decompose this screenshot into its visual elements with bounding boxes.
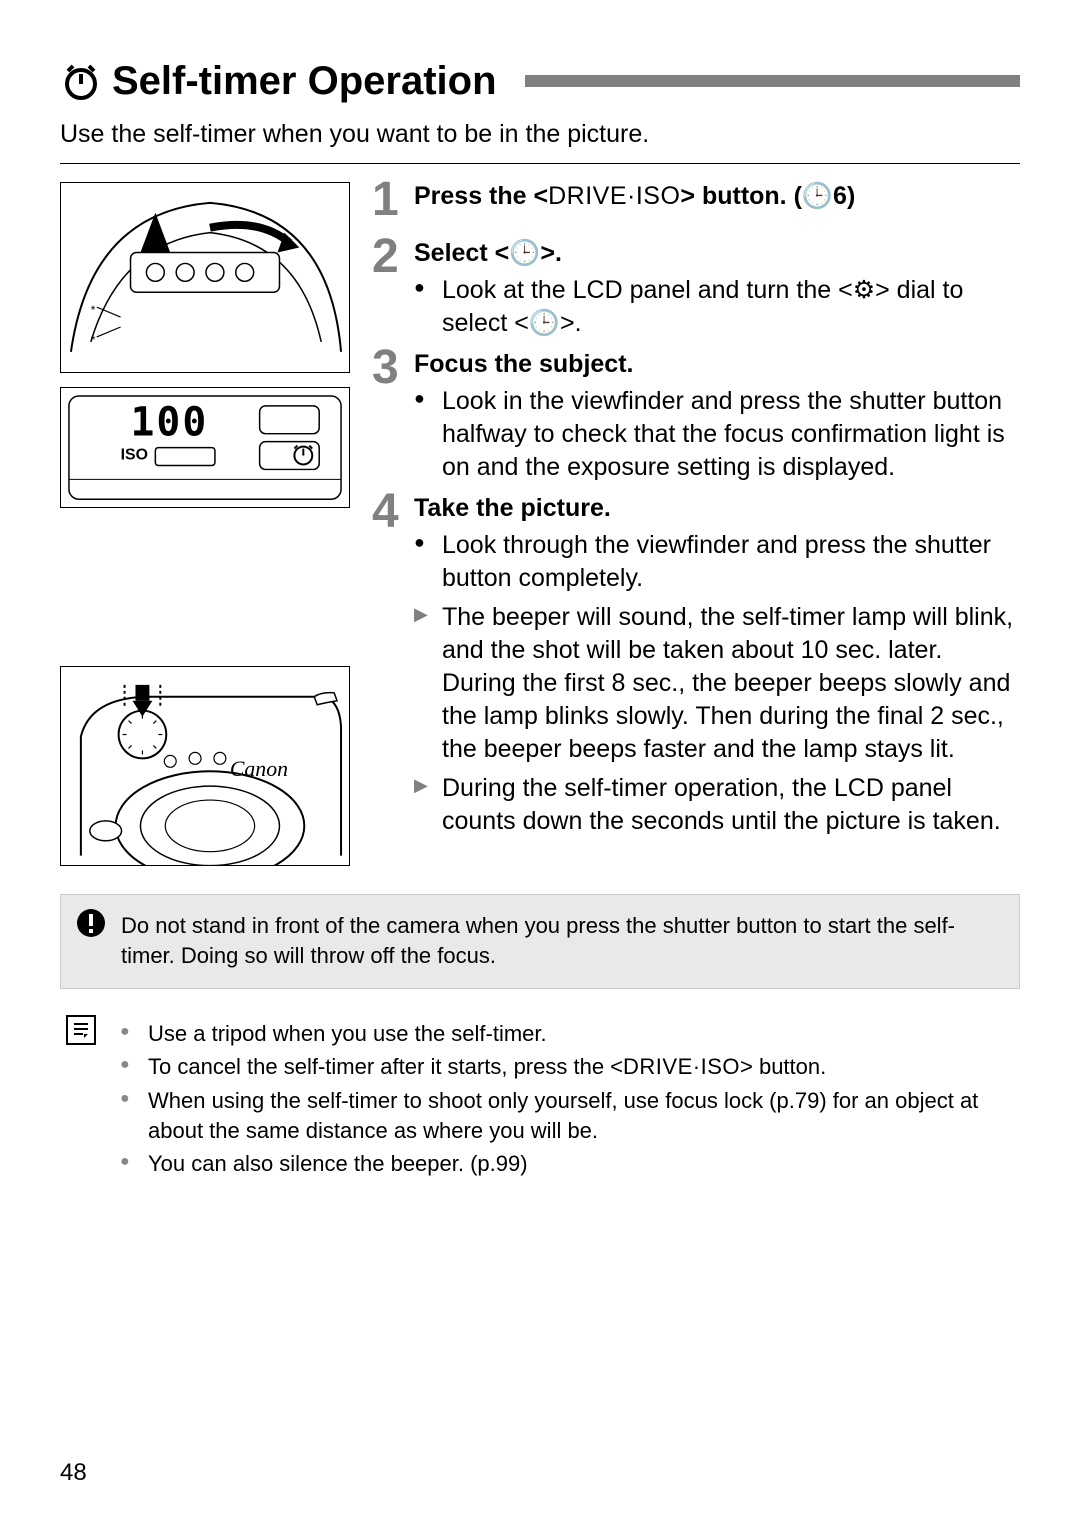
step-title: Press the <DRIVE·ISO> button. (🕒6) xyxy=(414,182,1020,211)
warning-icon xyxy=(75,907,107,939)
page: Self-timer Operation Use the self-timer … xyxy=(60,60,1020,1179)
step-number: 4 xyxy=(372,488,399,536)
list-item: Use a tripod when you use the self-timer… xyxy=(120,1019,1020,1049)
list-item: When using the self-timer to shoot only … xyxy=(120,1086,1020,1145)
self-timer-glyph: 🕒 xyxy=(509,239,540,267)
step-3-bullets: Look in the viewfinder and press the shu… xyxy=(414,385,1020,484)
bullet-text-a: Look at the LCD panel and turn the < xyxy=(442,276,853,304)
list-item: Look at the LCD panel and turn the <⚙> d… xyxy=(414,274,1020,340)
tip-text-a: To cancel the self-timer after it starts… xyxy=(148,1054,623,1079)
divider xyxy=(60,163,1020,164)
lcd-digits: 100 xyxy=(131,399,209,445)
drive-iso-label: DRIVE·ISO xyxy=(548,182,680,210)
tip-text-b: > button. xyxy=(740,1054,826,1079)
step-4: 4 Take the picture. Look through the vie… xyxy=(372,494,1020,838)
camera-top-illustration: * * xyxy=(60,182,350,373)
step-1-prefix: Press the < xyxy=(414,182,548,210)
spacer xyxy=(60,522,350,652)
tips-icon xyxy=(66,1015,96,1045)
page-number: 48 xyxy=(60,1459,87,1487)
list-item: Look through the viewfinder and press th… xyxy=(414,529,1020,595)
step-title: Select <🕒>. xyxy=(414,239,1020,268)
spacer xyxy=(372,221,1020,239)
title-bar xyxy=(525,75,1020,87)
step-2-suffix: >. xyxy=(540,239,562,267)
camera-press-illustration: Canon xyxy=(60,666,350,867)
drive-iso-label: DRIVE·ISO xyxy=(623,1054,740,1079)
bullet-text-c: >. xyxy=(560,309,582,337)
left-image-column: * * 100 ISO xyxy=(60,182,350,866)
step-number: 2 xyxy=(372,233,399,281)
step-4-arrow-bullets: The beeper will sound, the self-timer la… xyxy=(414,601,1020,838)
warning-box: Do not stand in front of the camera when… xyxy=(60,894,1020,988)
dial-glyph: ⚙ xyxy=(853,276,875,304)
step-number: 1 xyxy=(372,176,399,224)
page-title: Self-timer Operation xyxy=(112,61,497,101)
self-timer-icon xyxy=(60,60,102,102)
list-item: To cancel the self-timer after it starts… xyxy=(120,1052,1020,1082)
content-row: * * 100 ISO xyxy=(60,182,1020,866)
warning-text: Do not stand in front of the camera when… xyxy=(121,913,955,967)
step-number: 3 xyxy=(372,344,399,392)
svg-text:*: * xyxy=(91,333,96,347)
timer-6-glyph: 🕒6 xyxy=(802,182,847,210)
lcd-panel-illustration: 100 ISO xyxy=(60,387,350,508)
step-2-prefix: Select < xyxy=(414,239,509,267)
self-timer-glyph: 🕒 xyxy=(529,309,560,337)
tips-list: Use a tripod when you use the self-timer… xyxy=(120,1019,1020,1179)
intro-text: Use the self-timer when you want to be i… xyxy=(60,120,1020,149)
steps-column: 1 Press the <DRIVE·ISO> button. (🕒6) 2 S… xyxy=(372,182,1020,866)
step-2-bullets: Look at the LCD panel and turn the <⚙> d… xyxy=(414,274,1020,340)
page-title-row: Self-timer Operation xyxy=(60,60,1020,102)
step-2: 2 Select <🕒>. Look at the LCD panel and … xyxy=(372,239,1020,340)
step-4-bullets: Look through the viewfinder and press th… xyxy=(414,529,1020,595)
list-item: Look in the viewfinder and press the shu… xyxy=(414,385,1020,484)
step-title: Take the picture. xyxy=(414,494,1020,523)
camera-brand-label: Canon xyxy=(230,757,288,781)
step-1-suffix: > button. ( xyxy=(680,182,802,210)
list-item: You can also silence the beeper. (p.99) xyxy=(120,1149,1020,1179)
step-1-close: ) xyxy=(847,182,855,210)
list-item: During the self-timer operation, the LCD… xyxy=(414,772,1020,838)
step-3: 3 Focus the subject. Look in the viewfin… xyxy=(372,350,1020,484)
svg-text:*: * xyxy=(91,303,96,317)
lcd-iso-label: ISO xyxy=(121,446,148,463)
tips-box: Use a tripod when you use the self-timer… xyxy=(60,1015,1020,1179)
step-1: 1 Press the <DRIVE·ISO> button. (🕒6) xyxy=(372,182,1020,211)
step-title: Focus the subject. xyxy=(414,350,1020,379)
list-item: The beeper will sound, the self-timer la… xyxy=(414,601,1020,766)
